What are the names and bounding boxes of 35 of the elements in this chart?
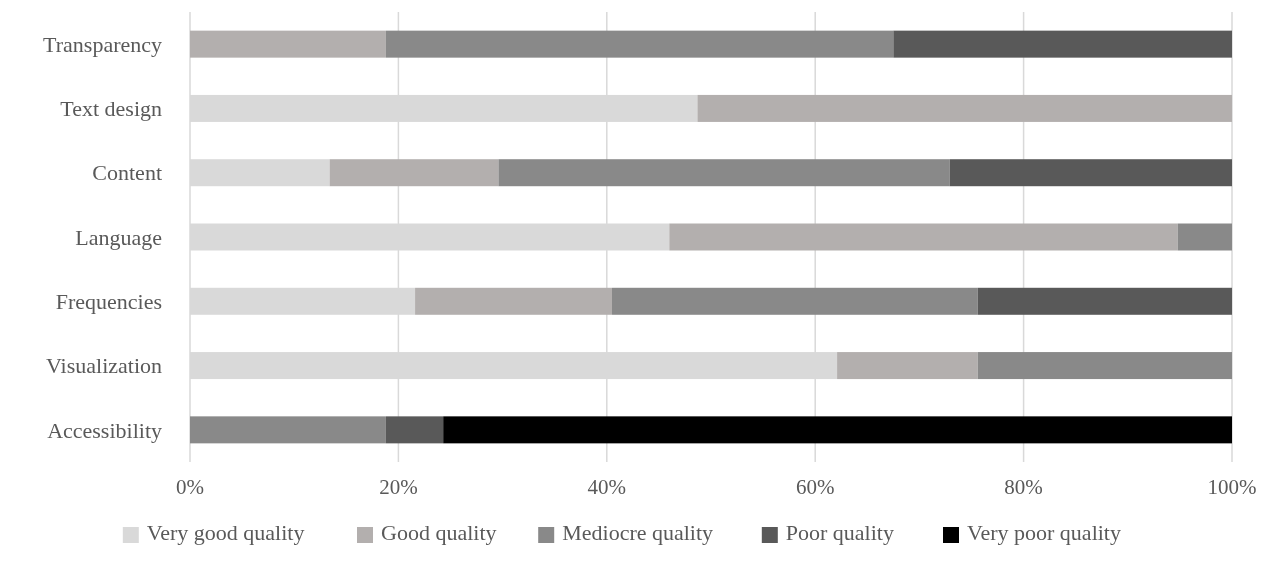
- bar: [977, 287, 1232, 315]
- bar: [443, 416, 1232, 444]
- bar: [190, 416, 386, 444]
- x-tick-label: 0%: [176, 475, 204, 499]
- bar: [1177, 223, 1232, 251]
- bar: [329, 159, 499, 187]
- legend-label: Good quality: [381, 520, 497, 545]
- bar: [415, 287, 613, 315]
- legend-label: Very poor quality: [967, 520, 1121, 545]
- bar: [893, 30, 1232, 58]
- x-tick-label: 80%: [1004, 475, 1043, 499]
- legend-label: Mediocre quality: [562, 520, 714, 545]
- y-tick-label: Frequencies: [55, 288, 162, 314]
- y-tick-label: Accessibility: [47, 417, 162, 443]
- x-tick-label: 100%: [1207, 475, 1257, 499]
- y-tick-label: Language: [75, 224, 162, 250]
- y-tick-label: Visualization: [46, 353, 162, 379]
- bar: [837, 352, 978, 380]
- y-tick-label: Text design: [60, 96, 162, 122]
- x-tick-label: 20%: [379, 475, 418, 499]
- y-tick-label: Transparency: [43, 31, 162, 57]
- bar: [612, 287, 978, 315]
- bar: [385, 416, 444, 444]
- bar: [949, 159, 1232, 187]
- y-tick-label: Content: [92, 160, 162, 186]
- x-tick-label: 60%: [795, 475, 835, 499]
- bar: [669, 223, 1178, 251]
- legend-label: Poor quality: [785, 520, 894, 545]
- bar: [977, 352, 1232, 380]
- bar: [697, 94, 1232, 122]
- x-tick-label: 40%: [587, 475, 627, 499]
- legend-label: Very good quality: [146, 520, 305, 545]
- bar: [190, 30, 386, 58]
- bar: [385, 30, 894, 58]
- bar: [498, 159, 950, 187]
